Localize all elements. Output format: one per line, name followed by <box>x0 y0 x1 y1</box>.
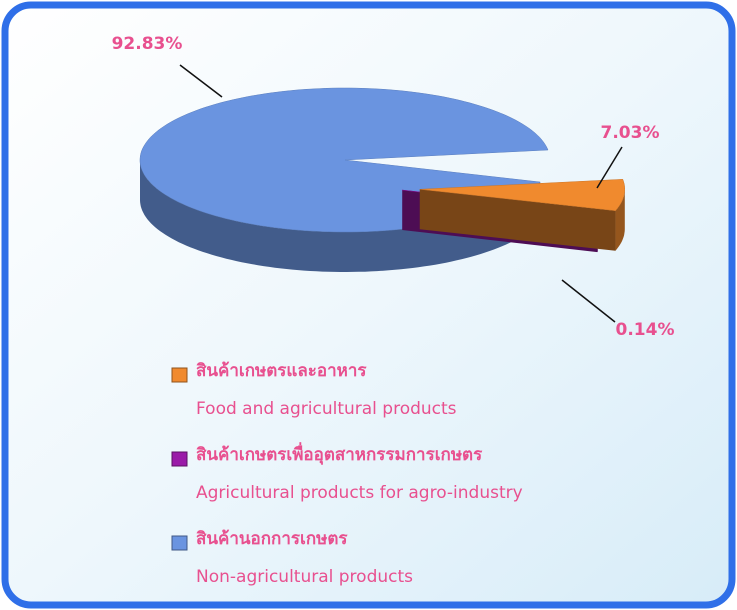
data-label: 0.14% <box>616 320 675 340</box>
pie-slice <box>419 179 625 211</box>
pie <box>139 87 625 272</box>
data-label: 92.83% <box>112 34 183 54</box>
leader-line <box>561 279 616 323</box>
pie-edge <box>419 189 616 251</box>
leader-line <box>596 146 623 189</box>
labels: 7.03% 0.14% 92.83% <box>112 34 675 340</box>
pie-wall <box>615 189 625 251</box>
legend-label: สินค้าเกษตรและอาหาร <box>196 361 367 381</box>
legend-sublabel: Food and agricultural products <box>196 399 457 419</box>
leader-line <box>179 64 223 98</box>
legend-sublabel: Non-agricultural products <box>196 567 413 587</box>
legend: สินค้าเกษตรและอาหาร Food and agricultural… <box>171 361 523 587</box>
pie-wall <box>140 160 541 272</box>
legend-label: สินค้านอกการเกษตร <box>196 529 348 549</box>
legend-swatch <box>171 535 188 551</box>
legend-label: สินค้าเกษตรเพื่ออุตสาหกรรมการเกษตร <box>196 442 483 465</box>
legend-sublabel: Agricultural products for agro-industry <box>196 483 523 503</box>
legend-swatch <box>171 367 188 383</box>
legend-swatch <box>171 451 188 467</box>
data-label: 7.03% <box>601 123 660 143</box>
